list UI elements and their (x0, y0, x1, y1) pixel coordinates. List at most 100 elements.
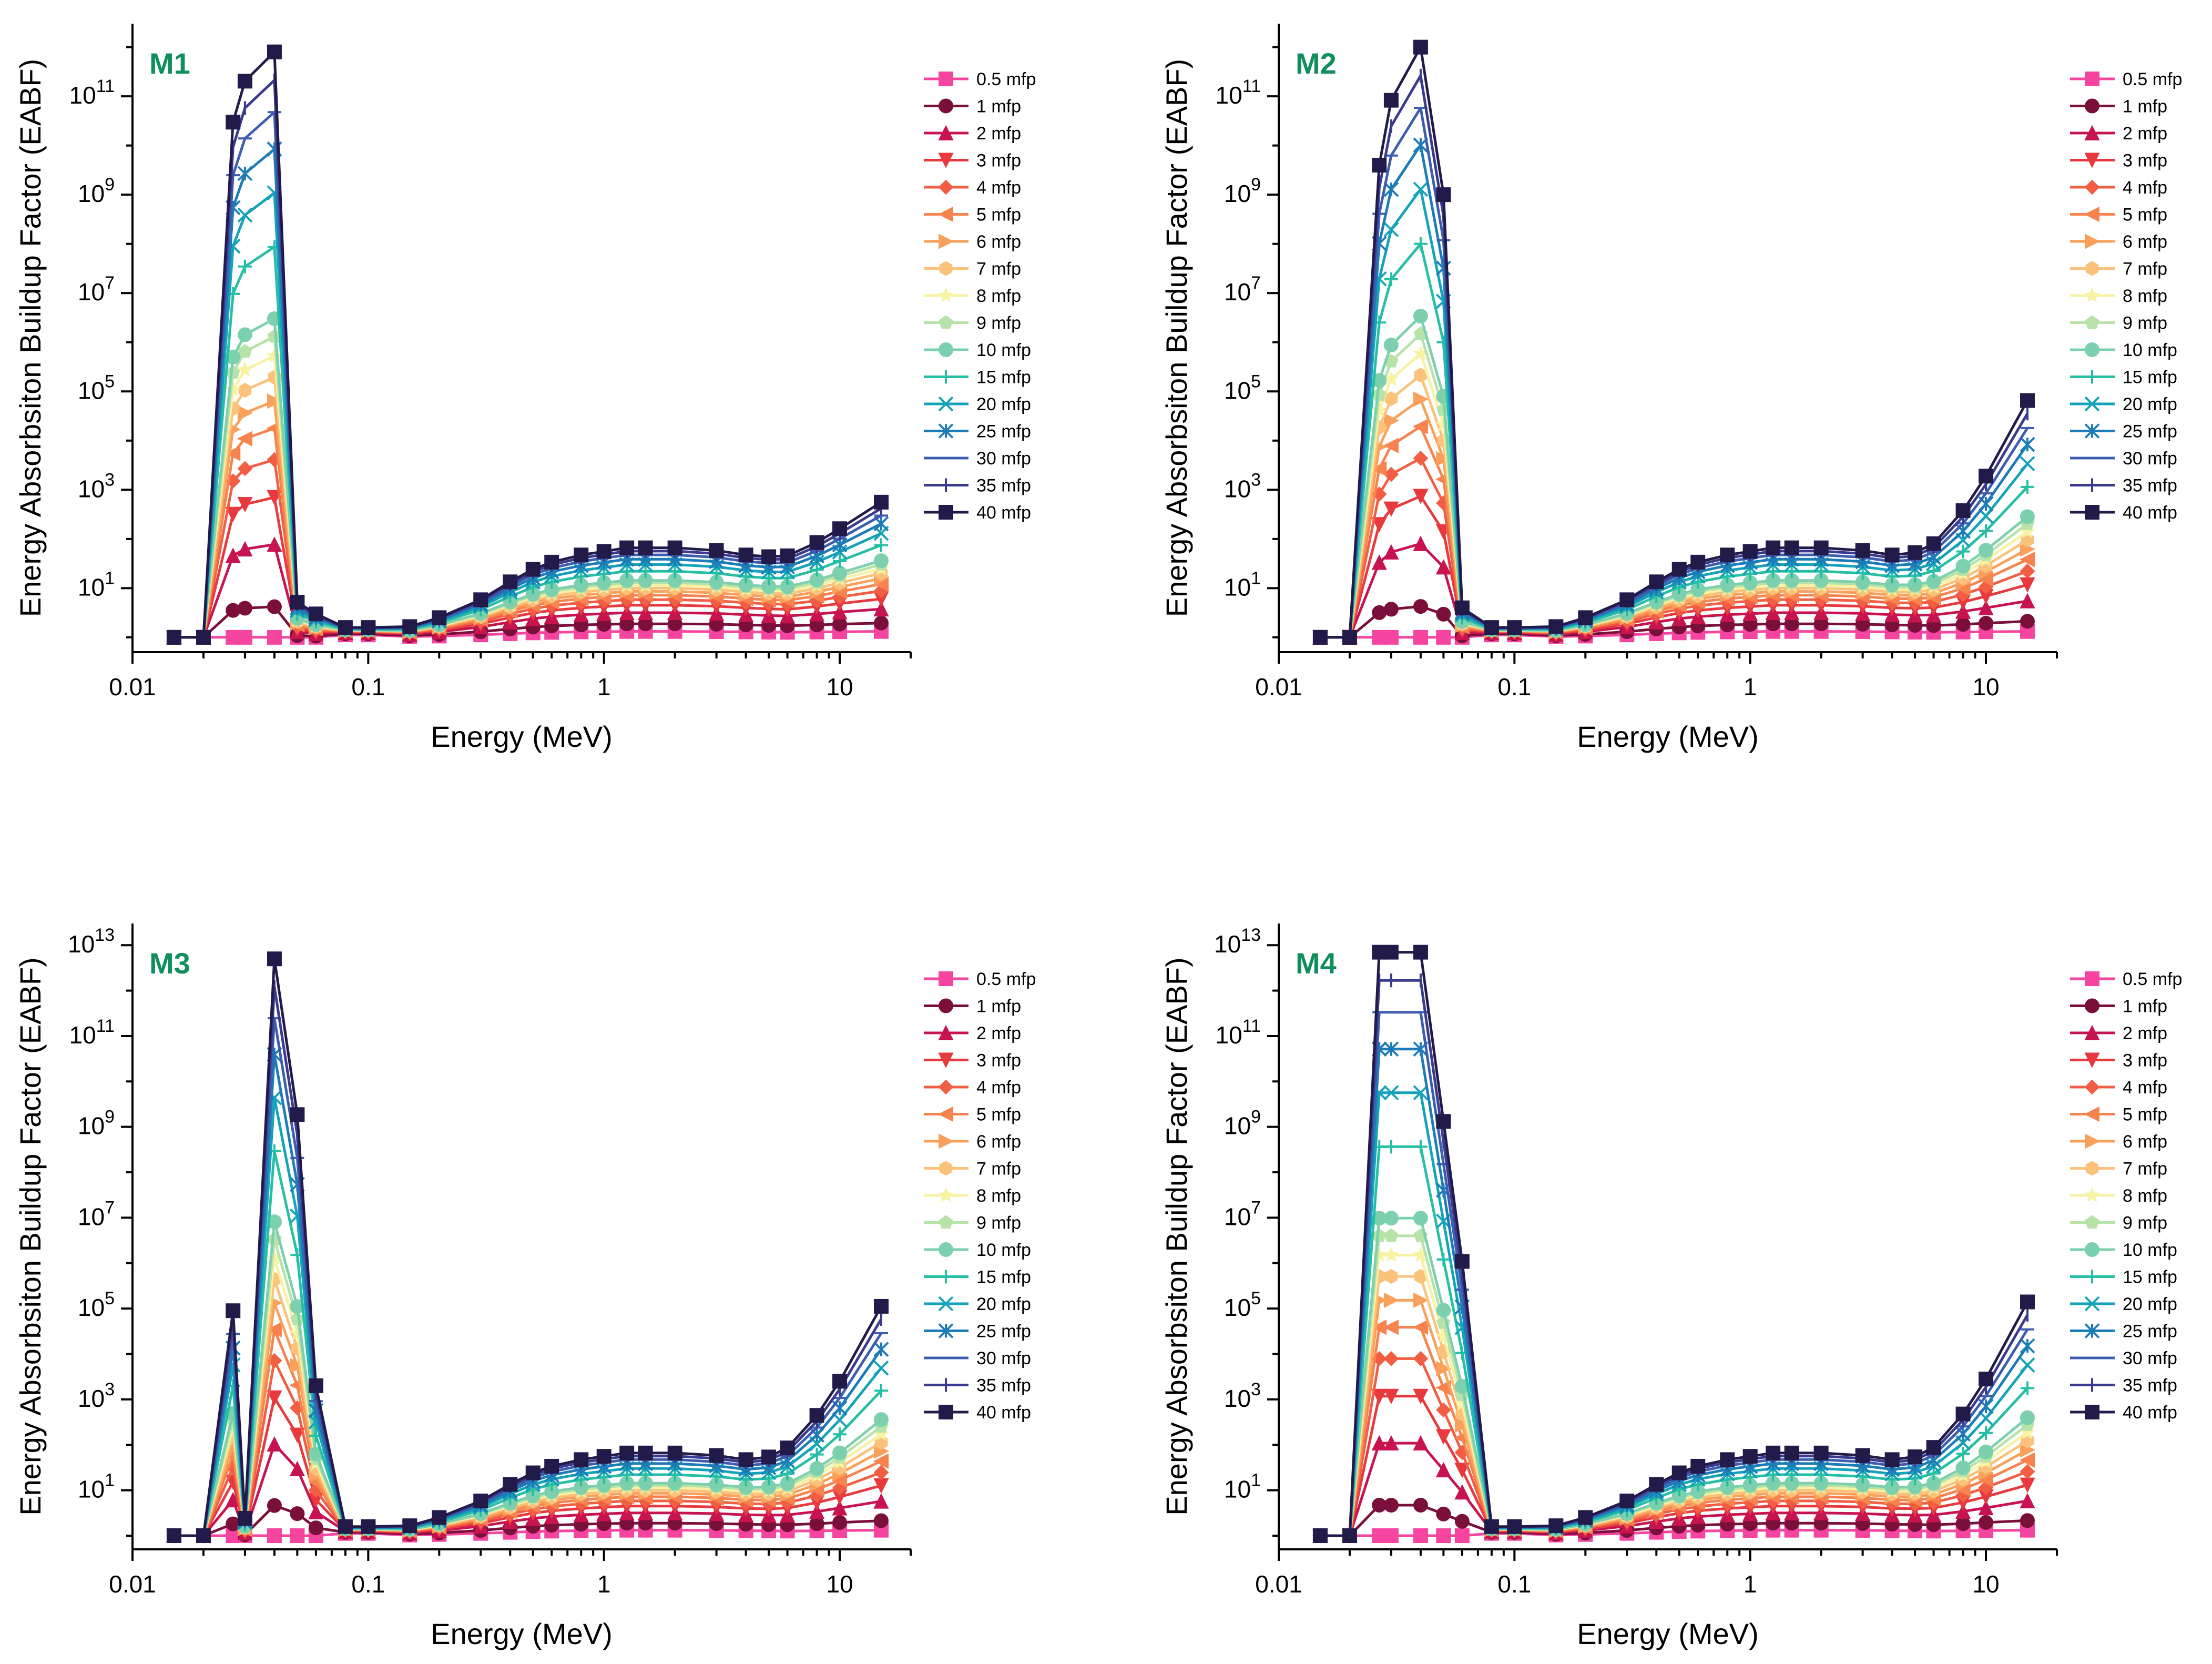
legend-marker (939, 98, 953, 114)
data-point (1979, 1426, 1993, 1440)
data-point (873, 1465, 889, 1480)
data-point (1342, 1528, 1357, 1544)
y-tick-label: 109 (1224, 1107, 1261, 1140)
legend-label: 4 mfp (2123, 178, 2167, 198)
data-point (1690, 1458, 1706, 1474)
legend-item: 6 mfp (924, 1132, 1021, 1152)
legend-marker (939, 1215, 953, 1229)
legend-label: 8 mfp (976, 1186, 1021, 1206)
data-point (873, 1342, 889, 1357)
data-point (525, 1465, 541, 1480)
data-point (1383, 1041, 1399, 1057)
legend-marker (2085, 342, 2099, 357)
panel-label: M1 (149, 47, 190, 80)
legend-label: 3 mfp (2123, 151, 2167, 171)
y-tick-label: 107 (1224, 1198, 1261, 1230)
data-point (1649, 1477, 1664, 1492)
data-point (1979, 469, 1994, 484)
x-tick-label: 1 (597, 1570, 611, 1598)
legend-marker (938, 153, 954, 168)
data-point (290, 595, 305, 610)
data-point (2020, 563, 2035, 579)
x-tick-label: 10 (1972, 1570, 1999, 1598)
data-point (1955, 503, 1971, 519)
data-point (1436, 1303, 1451, 1318)
legend-marker (2084, 1323, 2100, 1338)
data-point (832, 604, 848, 620)
legend-item: 20 mfp (2070, 394, 2177, 414)
legend-marker (939, 1133, 954, 1149)
data-point (225, 445, 241, 461)
data-point (1371, 1388, 1387, 1404)
legend-item: 2 mfp (924, 124, 1021, 144)
x-tick-label: 0.01 (1255, 673, 1302, 701)
data-point (1384, 391, 1398, 407)
data-point (432, 610, 447, 625)
legend-marker (2084, 1106, 2099, 1122)
data-point (809, 1461, 824, 1476)
legend-item: 40 mfp (2070, 1403, 2177, 1423)
data-point (1383, 438, 1399, 453)
data-point (1413, 599, 1428, 614)
legend-item: 20 mfp (924, 1294, 1031, 1314)
x-axis-title: Energy (MeV) (431, 720, 612, 753)
data-point (1955, 1426, 1971, 1442)
data-point (2020, 614, 2035, 629)
data-point (1908, 545, 1923, 560)
x-tick-label: 1 (1744, 673, 1757, 701)
legend-item: 4 mfp (2070, 178, 2167, 198)
data-point (620, 564, 634, 579)
legend-label: 35 mfp (2123, 476, 2177, 496)
legend-item: 4 mfp (2070, 1078, 2167, 1098)
data-point (1766, 540, 1781, 555)
data-point (1813, 540, 1829, 555)
x-tick-label: 0.01 (109, 1570, 156, 1598)
data-point (1383, 544, 1399, 560)
data-point (1978, 600, 1994, 615)
legend-item: 2 mfp (2070, 1023, 2167, 1043)
legend-label: 6 mfp (976, 1132, 1021, 1152)
data-point (1454, 1484, 1470, 1500)
data-point (873, 1453, 889, 1469)
legend-label: 0.5 mfp (2123, 969, 2182, 989)
legend-marker (2085, 998, 2099, 1013)
panel-label: M4 (1296, 947, 1337, 980)
legend-marker (939, 1161, 953, 1176)
data-point (1413, 1388, 1429, 1404)
legend-item: 35 mfp (2070, 476, 2177, 496)
legend-label: 15 mfp (2123, 1267, 2177, 1287)
data-point (1766, 564, 1780, 579)
y-tick-label: 103 (78, 470, 115, 502)
legend-label: 15 mfp (976, 1267, 1031, 1287)
data-point (2020, 1464, 2035, 1479)
data-point (1484, 1519, 1499, 1534)
data-point (832, 1515, 848, 1530)
legend-item: 7 mfp (924, 1159, 1021, 1179)
data-point (809, 1408, 824, 1423)
data-point (2020, 393, 2035, 408)
y-tick-label: 103 (1224, 1379, 1261, 1412)
legend-item: 5 mfp (924, 1105, 1021, 1125)
data-point (574, 547, 589, 563)
legend-item: 7 mfp (2070, 1159, 2167, 1179)
y-tick-label: 109 (1224, 175, 1261, 207)
data-point (1413, 309, 1428, 324)
data-point (2020, 509, 2035, 524)
legend-item: 0.5 mfp (2070, 69, 2182, 89)
legend-item: 6 mfp (2070, 1132, 2167, 1152)
data-point (1413, 1528, 1428, 1544)
legend-item: 25 mfp (924, 422, 1031, 442)
data-point (226, 349, 241, 364)
x-tick-label: 0.1 (1497, 673, 1531, 701)
x-axis-title: Energy (MeV) (1577, 720, 1758, 753)
legend-item: 3 mfp (924, 1051, 1021, 1071)
data-point (709, 1448, 724, 1463)
data-point (1436, 1361, 1452, 1376)
series-40-mfp (166, 951, 889, 1544)
panel-label: M2 (1296, 47, 1337, 80)
legend-marker (938, 125, 954, 140)
data-point (2020, 1410, 2035, 1425)
data-point (761, 549, 777, 564)
legend-item: 15 mfp (924, 1267, 1031, 1287)
